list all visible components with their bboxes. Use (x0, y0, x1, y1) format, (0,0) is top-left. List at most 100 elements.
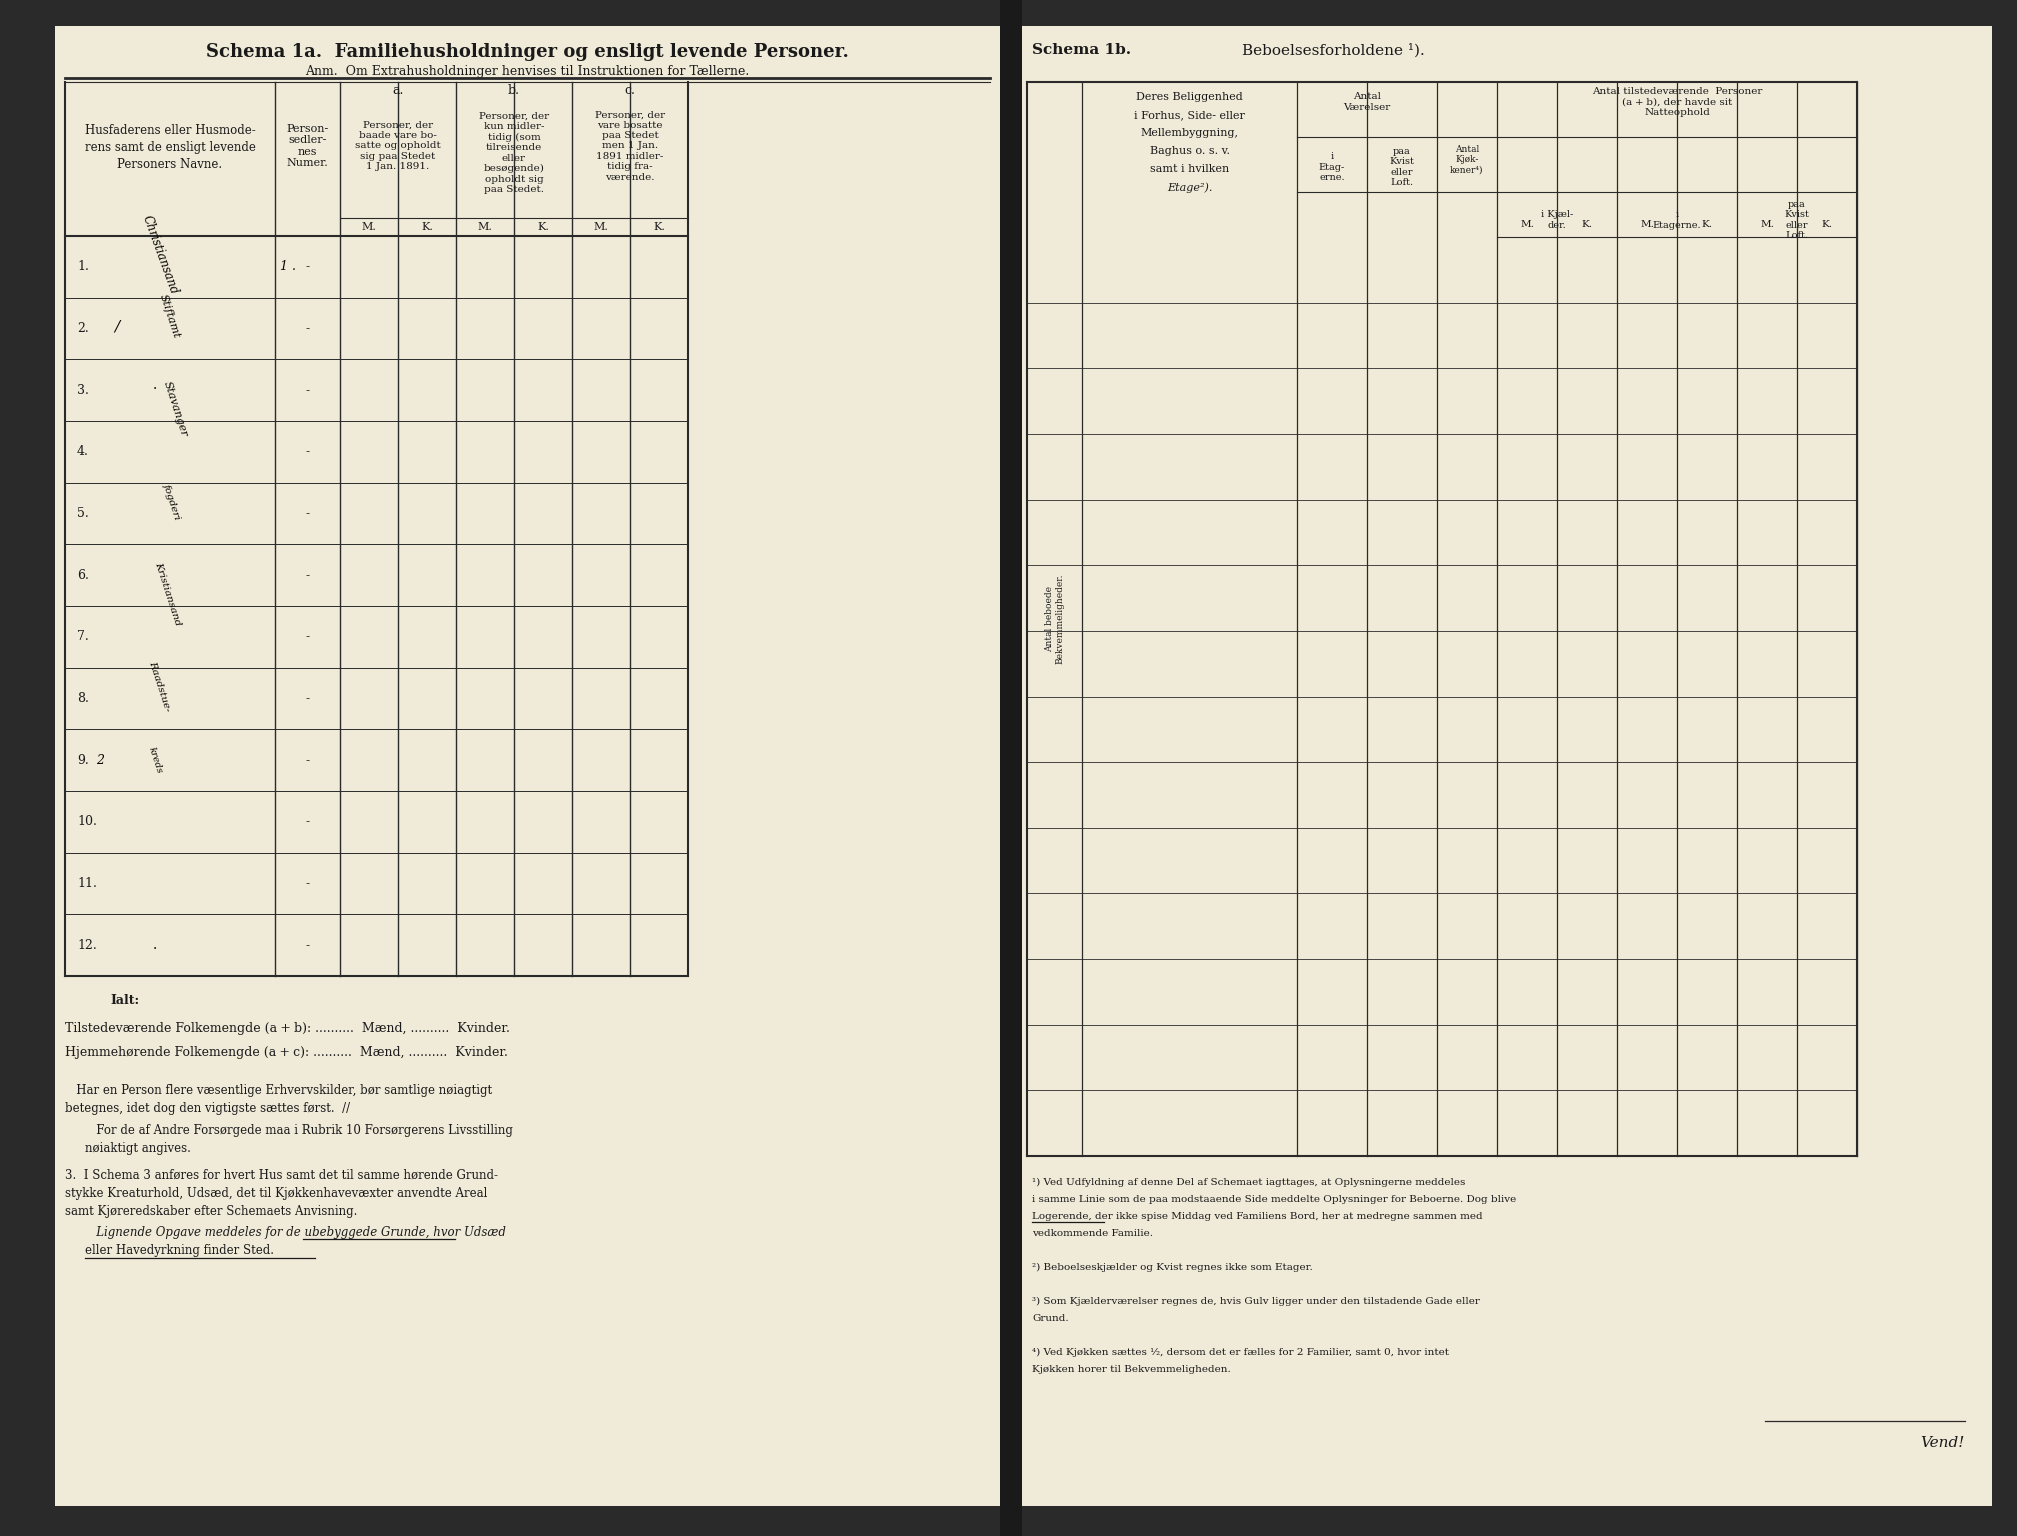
Text: kreds: kreds (147, 745, 163, 774)
Text: K.: K. (654, 223, 666, 232)
Text: samt Kjøreredskaber efter Schemaets Anvisning.: samt Kjøreredskaber efter Schemaets Anvi… (65, 1206, 357, 1218)
Text: Antal tilstedeværende  Personer
(a + b), der havde sit
Natteophold: Antal tilstedeværende Personer (a + b), … (1591, 88, 1763, 117)
Text: Christiansand: Christiansand (139, 214, 180, 296)
Text: Deres Beliggenhed: Deres Beliggenhed (1136, 92, 1242, 101)
Text: K.: K. (1581, 220, 1593, 229)
Text: -: - (305, 877, 309, 889)
Text: -: - (305, 754, 309, 766)
Text: ³) Som Kjælderværelser regnes de, hvis Gulv ligger under den tilstadende Gade el: ³) Som Kjælderværelser regnes de, hvis G… (1033, 1296, 1480, 1306)
Text: vedkommende Familie.: vedkommende Familie. (1033, 1229, 1154, 1238)
Text: ²) Beboelseskjælder og Kvist regnes ikke som Etager.: ²) Beboelseskjælder og Kvist regnes ikke… (1033, 1263, 1313, 1272)
Text: i Forhus, Side- eller: i Forhus, Side- eller (1134, 111, 1244, 120)
Text: -: - (305, 816, 309, 828)
Text: i Kjæl-
der.: i Kjæl- der. (1541, 210, 1573, 230)
Text: Raadstue-: Raadstue- (147, 659, 171, 713)
Text: Logerende, der ikke spise Middag ved Familiens Bord, her at medregne sammen med: Logerende, der ikke spise Middag ved Fam… (1033, 1212, 1482, 1221)
Text: fogderi: fogderi (161, 482, 182, 521)
Text: 7.: 7. (77, 630, 89, 644)
Text: 2.: 2. (77, 323, 89, 335)
Text: -: - (305, 568, 309, 582)
Text: K.: K. (537, 223, 549, 232)
Text: 2: 2 (97, 754, 105, 766)
Text: -: - (305, 630, 309, 644)
Text: Personer, der
baade vare bo-
satte og opholdt
sig paa Stedet
1 Jan. 1891.: Personer, der baade vare bo- satte og op… (355, 121, 442, 172)
Text: a.: a. (393, 84, 403, 97)
Text: Personers Navne.: Personers Navne. (117, 158, 222, 172)
Text: Lignende Opgave meddeles for de ubebyggede Grunde, hvor Udsæd: Lignende Opgave meddeles for de ubebygge… (85, 1226, 506, 1240)
Text: stykke Kreaturhold, Udsæd, det til Kjøkkenhavevæxter anvendte Areal: stykke Kreaturhold, Udsæd, det til Kjøkk… (65, 1187, 488, 1200)
Text: Schema 1a.  Familiehusholdninger og ensligt levende Personer.: Schema 1a. Familiehusholdninger og ensli… (206, 43, 849, 61)
Text: Personer, der
kun midler-
tidig (som
tilreisende
eller
besøgende)
opholdt sig
pa: Personer, der kun midler- tidig (som til… (478, 112, 549, 194)
Text: Etage²).: Etage²). (1166, 181, 1212, 192)
Text: M.: M. (1761, 220, 1773, 229)
Text: i
Etagerne.: i Etagerne. (1652, 210, 1700, 230)
Text: 3.: 3. (77, 384, 89, 396)
Text: .: . (153, 938, 157, 952)
Text: M.: M. (361, 223, 377, 232)
Text: 12.: 12. (77, 938, 97, 952)
Text: Antal beboede
Bekvemmeligheder.: Antal beboede Bekvemmeligheder. (1045, 574, 1065, 664)
Text: 1 .: 1 . (280, 260, 296, 273)
Text: K.: K. (1702, 220, 1712, 229)
Text: -: - (305, 507, 309, 521)
Text: samt i hvilken: samt i hvilken (1150, 164, 1228, 174)
Text: For de af Andre Forsørgede maa i Rubrik 10 Forsørgerens Livsstilling: For de af Andre Forsørgede maa i Rubrik … (85, 1124, 512, 1137)
Text: Baghus o. s. v.: Baghus o. s. v. (1150, 146, 1230, 157)
Text: 3.  I Schema 3 anføres for hvert Hus samt det til samme hørende Grund-: 3. I Schema 3 anføres for hvert Hus samt… (65, 1169, 498, 1183)
Text: Hjemmehørende Folkemengde (a + c): ..........  Mænd, ..........  Kvinder.: Hjemmehørende Folkemengde (a + c): .....… (65, 1046, 508, 1058)
Text: Kjøkken horer til Bekvemmeligheden.: Kjøkken horer til Bekvemmeligheden. (1033, 1366, 1230, 1375)
Text: Kristiansand: Kristiansand (153, 561, 184, 627)
Text: b.: b. (508, 84, 520, 97)
Text: c.: c. (625, 84, 635, 97)
Text: Personer, der
vare bosatte
paa Stedet
men 1 Jan.
1891 midler-
tidig fra-
værende: Personer, der vare bosatte paa Stedet me… (595, 111, 666, 181)
Text: 11.: 11. (77, 877, 97, 889)
Text: M.: M. (478, 223, 492, 232)
Text: K.: K. (1821, 220, 1833, 229)
Text: -: - (305, 693, 309, 705)
Text: paa
Kvist
eller
Loft.: paa Kvist eller Loft. (1785, 200, 1809, 240)
Text: K.: K. (422, 223, 434, 232)
Text: 6.: 6. (77, 568, 89, 582)
Text: Schema 1b.: Schema 1b. (1033, 43, 1132, 57)
Text: Grund.: Grund. (1033, 1313, 1069, 1322)
Text: Stiftamt: Stiftamt (157, 293, 182, 339)
Text: Vend!: Vend! (1920, 1436, 1965, 1450)
Text: Tilstedeværende Folkemengde (a + b): ..........  Mænd, ..........  Kvinder.: Tilstedeværende Folkemengde (a + b): ...… (65, 1021, 510, 1035)
Text: i
Etag-
erne.: i Etag- erne. (1319, 152, 1345, 181)
Text: 10.: 10. (77, 816, 97, 828)
Text: Mellembyggning,: Mellembyggning, (1140, 127, 1238, 138)
Text: 8.: 8. (77, 693, 89, 705)
Text: .: . (153, 378, 157, 392)
Bar (1017, 26, 1993, 1505)
Text: -: - (305, 260, 309, 273)
Text: nøiaktigt angives.: nøiaktigt angives. (85, 1141, 192, 1155)
Text: M.: M. (593, 223, 609, 232)
Text: 9.: 9. (77, 754, 89, 766)
Text: Beboelsesforholdene ¹).: Beboelsesforholdene ¹). (1242, 43, 1424, 57)
Text: Ialt:: Ialt: (111, 994, 139, 1008)
Bar (54, 26, 1000, 1505)
Text: M.: M. (1521, 220, 1535, 229)
Text: /: / (115, 319, 119, 333)
Text: ⁴) Ved Kjøkken sættes ¹⁄₂, dersom det er fælles for 2 Familier, samt 0, hvor int: ⁴) Ved Kjøkken sættes ¹⁄₂, dersom det er… (1033, 1349, 1448, 1358)
Text: -: - (305, 384, 309, 396)
Text: Antal
Værelser: Antal Værelser (1343, 92, 1390, 112)
Text: 4.: 4. (77, 445, 89, 458)
Text: -: - (305, 938, 309, 952)
Text: i samme Linie som de paa modstaaende Side meddelte Oplysninger for Beboerne. Dog: i samme Linie som de paa modstaaende Sid… (1033, 1195, 1517, 1204)
Text: 1.: 1. (77, 260, 89, 273)
Text: -: - (305, 323, 309, 335)
Text: Antal
Kjøk-
kener⁴): Antal Kjøk- kener⁴) (1450, 144, 1485, 175)
Text: Person-
sedler-
nes
Numer.: Person- sedler- nes Numer. (286, 123, 329, 169)
Text: 5.: 5. (77, 507, 89, 521)
Text: M.: M. (1640, 220, 1654, 229)
Text: ¹) Ved Udfyldning af denne Del af Schemaet iagttages, at Oplysningerne meddeles: ¹) Ved Udfyldning af denne Del af Schema… (1033, 1178, 1466, 1187)
Text: rens samt de ensligt levende: rens samt de ensligt levende (85, 141, 256, 155)
Text: Stavanger: Stavanger (161, 379, 190, 438)
Text: Husfaderens eller Husmode-: Husfaderens eller Husmode- (85, 124, 256, 138)
Text: eller Havedyrkning finder Sted.: eller Havedyrkning finder Sted. (85, 1244, 274, 1256)
Text: Anm.  Om Extrahusholdninger henvises til Instruktionen for Tællerne.: Anm. Om Extrahusholdninger henvises til … (305, 65, 748, 78)
Bar (1000, 0, 1023, 1536)
Text: betegnes, idet dog den vigtigste sættes først.  //: betegnes, idet dog den vigtigste sættes … (65, 1101, 351, 1115)
Text: Har en Person flere væsentlige Erhvervskilder, bør samtlige nøiagtigt: Har en Person flere væsentlige Erhvervsk… (65, 1084, 492, 1097)
